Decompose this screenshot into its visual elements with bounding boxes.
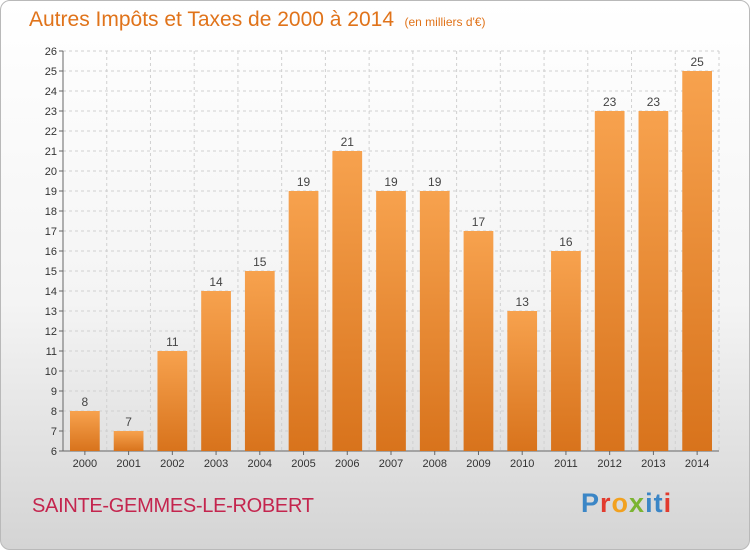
value-label: 25 — [690, 55, 704, 69]
bar-2001 — [113, 431, 144, 451]
x-tick-label: 2003 — [204, 458, 228, 470]
chart-title: Autres Impôts et Taxes de 2000 à 2014 — [29, 8, 395, 31]
chart-header: Autres Impôts et Taxes de 2000 à 2014 (e… — [29, 8, 485, 32]
y-tick-label: 19 — [45, 186, 57, 198]
value-label: 19 — [384, 175, 398, 189]
x-tick-label: 2014 — [685, 458, 709, 470]
y-tick-label: 11 — [46, 346, 57, 358]
bar-2004 — [244, 271, 275, 451]
x-tick-label: 2002 — [160, 458, 184, 470]
city-name: SAINTE-GEMMES-LE-ROBERT — [32, 495, 314, 517]
bar-2002 — [157, 351, 188, 451]
y-tick-label: 14 — [45, 286, 57, 298]
proxiti-logo: Proxiti — [581, 488, 673, 518]
bar-2012 — [594, 111, 625, 451]
x-tick-label: 2008 — [422, 458, 446, 470]
x-tick-label: 2005 — [291, 458, 315, 470]
x-tick-label: 2004 — [248, 458, 272, 470]
x-tick-label: 2010 — [510, 458, 534, 470]
y-tick-label: 25 — [45, 66, 57, 78]
bar-2010 — [507, 311, 538, 451]
bar-2014 — [682, 71, 713, 451]
chart-unit: (en milliers d'€) — [404, 15, 486, 29]
y-tick-label: 10 — [45, 366, 57, 378]
y-tick-label: 7 — [51, 426, 57, 438]
value-label: 19 — [297, 175, 311, 189]
x-tick-label: 2013 — [641, 458, 665, 470]
y-tick-label: 18 — [45, 206, 57, 218]
bar-2013 — [638, 111, 669, 451]
bar-2011 — [551, 251, 581, 451]
y-tick-label: 21 — [45, 146, 57, 158]
bar-2007 — [376, 191, 406, 451]
y-tick-label: 9 — [51, 386, 57, 398]
x-tick-label: 2012 — [597, 458, 621, 470]
value-label: 17 — [472, 215, 486, 229]
value-label: 11 — [166, 335, 179, 349]
y-tick-label: 20 — [45, 166, 57, 178]
x-tick-label: 2001 — [116, 458, 140, 470]
y-tick-label: 12 — [45, 326, 57, 338]
value-label: 15 — [253, 255, 267, 269]
value-label: 21 — [341, 135, 355, 149]
y-tick-label: 13 — [45, 306, 57, 318]
x-tick-label: 2000 — [73, 458, 97, 470]
y-tick-label: 23 — [45, 106, 57, 118]
value-label: 7 — [125, 415, 132, 429]
value-label: 19 — [428, 175, 442, 189]
y-tick-label: 24 — [45, 86, 57, 98]
axes: 6 7 8 9 10 11 12 13 14 15 16 17 18 19 20 21 22 23 24 25 26 20… — [45, 46, 719, 470]
x-tick-label: 2011 — [554, 458, 578, 470]
value-labels: 8 7 11 14 15 19 21 19 19 17 13 16 23 23 25 — [82, 55, 705, 429]
value-label: 23 — [647, 95, 661, 109]
x-tick-label: 2006 — [335, 458, 359, 470]
bars — [69, 71, 713, 451]
y-tick-label: 6 — [51, 446, 57, 458]
y-tick-label: 22 — [45, 126, 57, 138]
bar-2006 — [332, 151, 363, 451]
bar-2003 — [201, 291, 231, 451]
value-label: 23 — [603, 95, 617, 109]
bar-2005 — [288, 191, 319, 451]
bar-2000 — [69, 411, 100, 451]
x-tick-label: 2007 — [379, 458, 403, 470]
y-tick-label: 26 — [45, 46, 57, 58]
bar-2008 — [419, 191, 450, 451]
y-tick-label: 8 — [51, 406, 57, 418]
x-tick-label: 2009 — [466, 458, 490, 470]
y-tick-label: 15 — [45, 266, 57, 278]
value-label: 14 — [209, 275, 223, 289]
y-tick-label: 17 — [45, 226, 57, 238]
value-label: 13 — [516, 295, 530, 309]
bar-2009 — [463, 231, 494, 451]
value-label: 16 — [559, 235, 573, 249]
y-tick-label: 16 — [45, 246, 57, 258]
value-label: 8 — [82, 395, 89, 409]
